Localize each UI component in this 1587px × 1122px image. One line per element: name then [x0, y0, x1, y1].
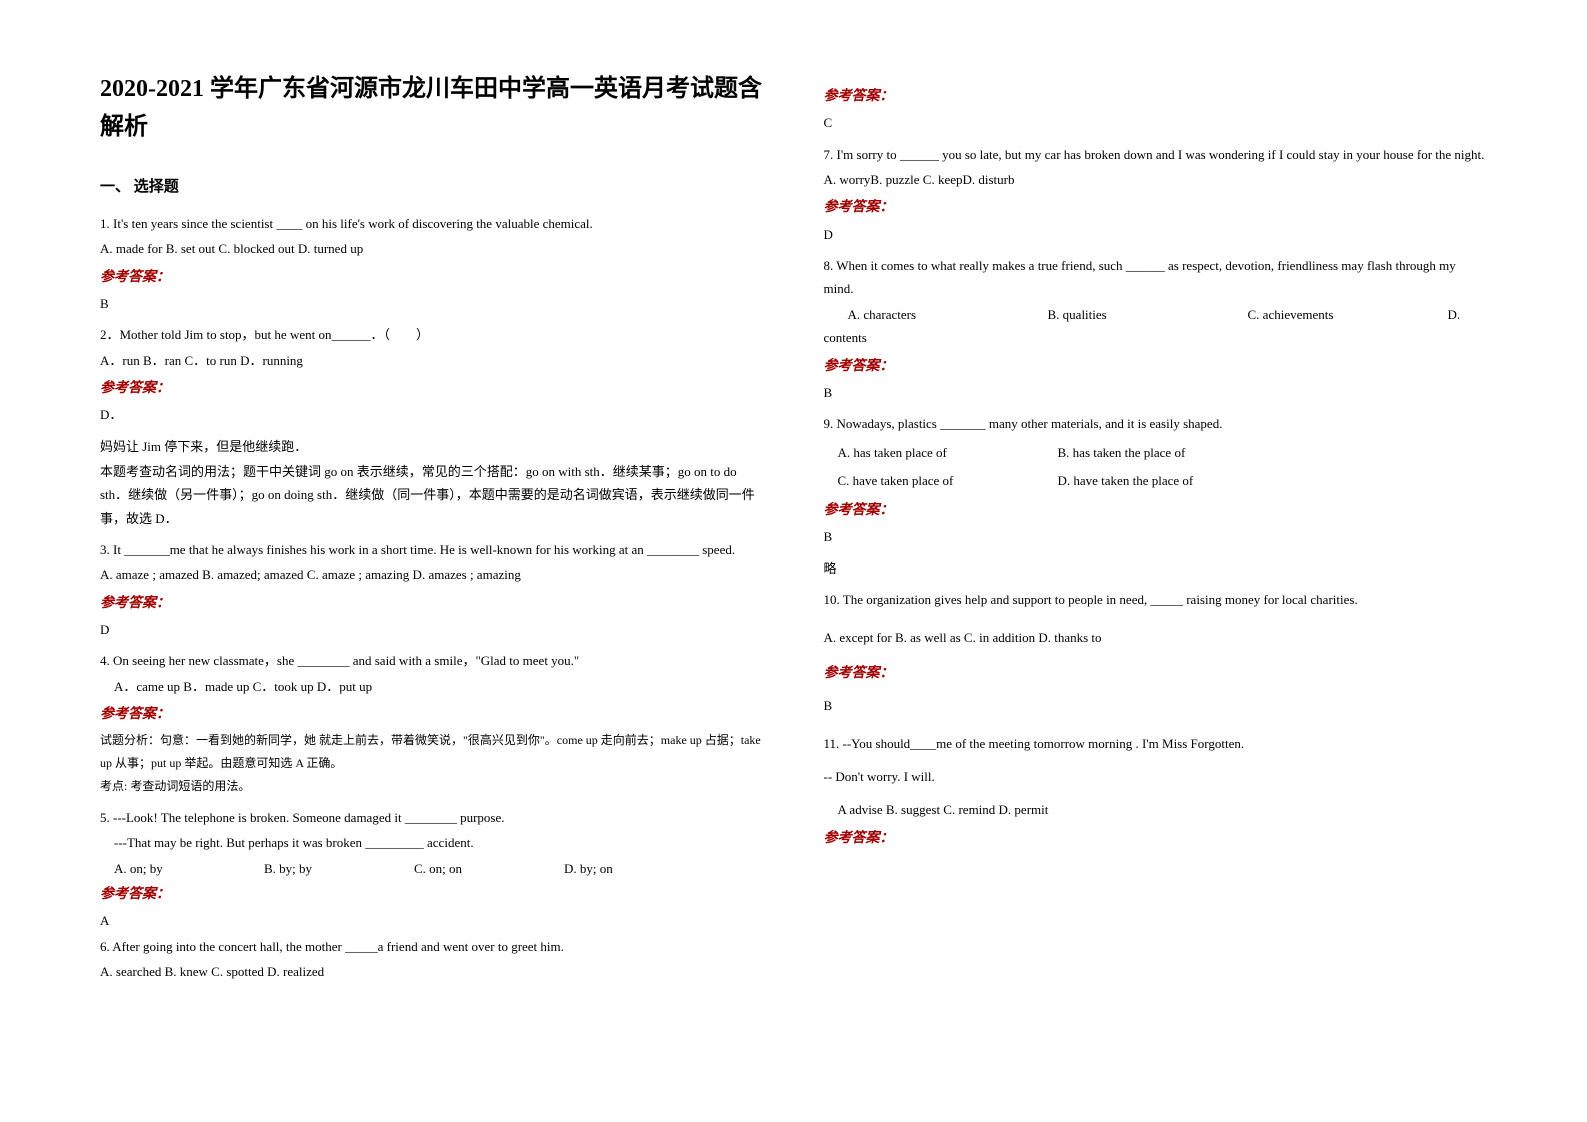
q7-answer: D	[824, 223, 1488, 246]
q10-answer-label: 参考答案：	[824, 661, 1488, 686]
q8-options: A. characters B. qualities C. achievemen…	[824, 303, 1488, 326]
q2-answer-label: 参考答案：	[100, 376, 764, 401]
q6-answer: C	[824, 111, 1488, 134]
q3-options: A. amaze ; amazed B. amazed; amazed C. a…	[100, 563, 764, 586]
q2-text: 2．Mother told Jim to stop，but he went on…	[100, 323, 764, 346]
q7-options: A. worryB. puzzle C. keepD. disturb	[824, 168, 1488, 191]
q10-answer: B	[824, 694, 1488, 717]
q9-options-row1: A. has taken place of B. has taken the p…	[824, 441, 1488, 464]
q8-optB: B. qualities	[1048, 303, 1248, 326]
q4-text: 4. On seeing her new classmate，she _____…	[100, 649, 764, 672]
q8-optC: C. achievements	[1248, 303, 1448, 326]
q4-answer-label: 参考答案：	[100, 702, 764, 727]
q4-options: A．came up B．made up C．took up D．put up	[100, 675, 764, 698]
q11-text: 11. --You should____me of the meeting to…	[824, 732, 1488, 755]
q2-options: A．run B．ran C．to run D．running	[100, 349, 764, 372]
q5-optA: A. on; by	[114, 857, 264, 880]
q4-topic: 考点: 考查动词短语的用法。	[100, 775, 764, 798]
q11-answer-label: 参考答案：	[824, 826, 1488, 851]
q9-answer: B	[824, 525, 1488, 548]
q5-answer: A	[100, 909, 764, 932]
q1-text: 1. It's ten years since the scientist __…	[100, 212, 764, 235]
q9-optB: B. has taken the place of	[1058, 441, 1186, 464]
q5-optC: C. on; on	[414, 857, 564, 880]
q9-optD: D. have taken the place of	[1058, 469, 1194, 492]
q11-options: A advise B. suggest C. remind D. permit	[824, 798, 1488, 821]
q10-text: 10. The organization gives help and supp…	[824, 588, 1488, 611]
q5-optD: D. by; on	[564, 857, 714, 880]
q5-answer-label: 参考答案：	[100, 882, 764, 907]
q3-answer-label: 参考答案：	[100, 591, 764, 616]
q1-answer-label: 参考答案：	[100, 265, 764, 290]
exam-title: 2020-2021 学年广东省河源市龙川车田中学高一英语月考试题含解析	[100, 70, 764, 147]
left-column: 2020-2021 学年广东省河源市龙川车田中学高一英语月考试题含解析 一、 选…	[100, 70, 764, 1082]
q9-options-row2: C. have taken place of D. have taken the…	[824, 469, 1488, 492]
q8-optD: contents	[824, 326, 1488, 349]
q3-text: 3. It _______me that he always finishes …	[100, 538, 764, 561]
q5-text: 5. ---Look! The telephone is broken. Som…	[100, 806, 764, 829]
q7-text: 7. I'm sorry to ______ you so late, but …	[824, 143, 1488, 166]
q9-optA: A. has taken place of	[838, 441, 1058, 464]
q9-optC: C. have taken place of	[838, 469, 1058, 492]
q9-omit: 略	[824, 557, 1488, 580]
q8-answer-label: 参考答案：	[824, 354, 1488, 379]
q8-optD-prefix: D.	[1448, 303, 1461, 326]
q1-answer: B	[100, 292, 764, 315]
q2-exp2: 本题考查动名词的用法；题干中关键词 go on 表示继续，常见的三个搭配：go …	[100, 460, 764, 530]
q8-answer: B	[824, 381, 1488, 404]
q8-text: 8. When it comes to what really makes a …	[824, 254, 1488, 301]
section-header: 一、 选择题	[100, 175, 764, 196]
q2-exp1: 妈妈让 Jim 停下来，但是他继续跑．	[100, 435, 764, 458]
q11-text2: -- Don't worry. I will.	[824, 765, 1488, 788]
q6-text: 6. After going into the concert hall, th…	[100, 935, 764, 958]
q9-text: 9. Nowadays, plastics _______ many other…	[824, 412, 1488, 435]
q6-options: A. searched B. knew C. spotted D. realiz…	[100, 960, 764, 983]
q3-answer: D	[100, 618, 764, 641]
q4-analysis: 试题分析：句意：一看到她的新同学，她 就走上前去，带着微笑说，"很高兴见到你"。…	[100, 729, 764, 775]
q5-options: A. on; by B. by; by C. on; on D. by; on	[100, 857, 764, 880]
q9-answer-label: 参考答案：	[824, 498, 1488, 523]
q8-optA: A. characters	[848, 303, 1048, 326]
right-column: 参考答案： C 7. I'm sorry to ______ you so la…	[824, 70, 1488, 1082]
q5-optB: B. by; by	[264, 857, 414, 880]
q2-answer: D．	[100, 403, 764, 426]
q10-options: A. except for B. as well as C. in additi…	[824, 626, 1488, 649]
q1-options: A. made for B. set out C. blocked out D.…	[100, 237, 764, 260]
q6-answer-label: 参考答案：	[824, 84, 1488, 109]
q7-answer-label: 参考答案：	[824, 195, 1488, 220]
q5-text2: ---That may be right. But perhaps it was…	[100, 831, 764, 854]
